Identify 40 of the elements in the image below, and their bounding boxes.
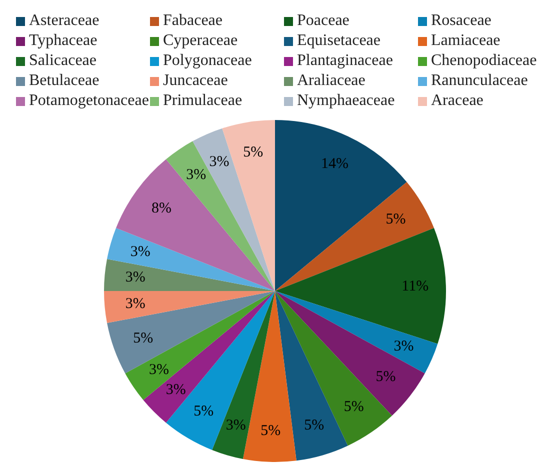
legend-label: Araliaceae bbox=[297, 72, 366, 90]
legend-label: Nymphaeaceae bbox=[297, 92, 395, 110]
data-label: 3% bbox=[125, 270, 146, 286]
legend-label: Betulaceae bbox=[29, 72, 100, 90]
data-label: 5% bbox=[243, 144, 264, 160]
data-label: 5% bbox=[133, 330, 154, 346]
data-label: 5% bbox=[344, 398, 364, 415]
data-label: 5% bbox=[304, 418, 324, 434]
legend-label: Cyperaceae bbox=[163, 32, 238, 50]
data-label: 3% bbox=[394, 338, 414, 355]
legend-label: Araceae bbox=[431, 92, 484, 110]
legend-label: Poaceae bbox=[297, 12, 350, 30]
data-label: 14% bbox=[320, 156, 348, 172]
legend-label: Equisetaceae bbox=[297, 32, 380, 50]
legend-label: Plantaginaceae bbox=[297, 52, 393, 70]
data-label: 11% bbox=[402, 278, 429, 295]
data-label: 5% bbox=[386, 212, 406, 228]
legend-label: Polygonaceae bbox=[163, 52, 252, 70]
data-label: 3% bbox=[166, 382, 186, 398]
data-label: 3% bbox=[226, 418, 246, 434]
data-label: 8% bbox=[152, 200, 172, 217]
legend-label: Lamiaceae bbox=[431, 32, 500, 50]
data-label: 3% bbox=[125, 296, 146, 312]
legend-label: Juncaceae bbox=[163, 72, 228, 90]
data-label: 5% bbox=[260, 423, 281, 440]
legend-label: Typhaceae bbox=[29, 32, 98, 50]
data-label: 5% bbox=[376, 368, 396, 385]
data-label: 5% bbox=[194, 404, 214, 420]
data-label: 3% bbox=[130, 244, 150, 260]
legend-label: Rosaceae bbox=[431, 12, 492, 30]
data-label: 3% bbox=[149, 362, 170, 378]
data-label: 3% bbox=[209, 154, 230, 170]
legend-label: Chenopodiaceae bbox=[431, 52, 537, 70]
legend-label: Salicaceae bbox=[29, 52, 96, 70]
legend-label: Primulaceae bbox=[163, 92, 242, 110]
legend-label: Ranunculaceae bbox=[431, 72, 528, 90]
legend-label: Fabaceae bbox=[163, 12, 223, 30]
data-label: 3% bbox=[186, 166, 206, 183]
legend-label: Potamogetonaceae bbox=[29, 92, 149, 110]
legend-label: Asteraceae bbox=[29, 12, 100, 30]
